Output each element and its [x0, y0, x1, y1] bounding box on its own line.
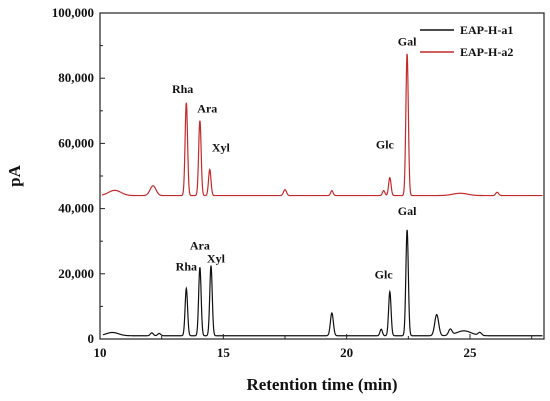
- x-tick-label: 20: [340, 345, 353, 360]
- peak-label-ara-eap-h-a1: Ara: [190, 238, 210, 252]
- peak-label-rha-eap-h-a1: Rha: [176, 260, 197, 274]
- y-tick-label: 40,000: [58, 201, 94, 216]
- peak-label-glc-eap-h-a2: Glc: [376, 137, 395, 151]
- series-line-eap-h-a1: [102, 229, 543, 337]
- series-line-eap-h-a2: [101, 53, 543, 197]
- peak-label-xyl-eap-h-a1: Xyl: [207, 251, 226, 265]
- legend: EAP-H-a1 EAP-H-a2: [420, 23, 513, 59]
- x-tick-label: 25: [464, 345, 478, 360]
- x-tick-label: 15: [217, 345, 231, 360]
- x-axis-title: Retention time (min): [246, 375, 397, 394]
- peak-label-ara-eap-h-a2: Ara: [197, 101, 217, 115]
- plot-frame: [99, 12, 545, 340]
- y-tick-label: 100,000: [52, 5, 94, 20]
- x-tick-label: 10: [94, 345, 107, 360]
- peak-label-gal-eap-h-a1: Gal: [398, 204, 417, 218]
- traces: [101, 53, 543, 337]
- y-tick-label: 0: [88, 331, 95, 346]
- peak-label-gal-eap-h-a2: Gal: [398, 35, 417, 49]
- y-tick-label: 80,000: [58, 70, 94, 85]
- legend-label-eap-h-a1: EAP-H-a1: [460, 23, 513, 37]
- peak-label-glc-eap-h-a1: Glc: [375, 268, 394, 282]
- peak-label-xyl-eap-h-a2: Xyl: [212, 141, 231, 155]
- axis-ticks: 10 15 20 25 0 20,000 40,000 60,000 80,000 100,000: [52, 5, 533, 360]
- peak-label-rha-eap-h-a2: Rha: [172, 82, 193, 96]
- y-tick-label: 20,000: [58, 266, 94, 281]
- legend-label-eap-h-a2: EAP-H-a2: [460, 45, 513, 59]
- y-tick-label: 60,000: [58, 135, 94, 150]
- y-axis-title: pA: [5, 164, 24, 186]
